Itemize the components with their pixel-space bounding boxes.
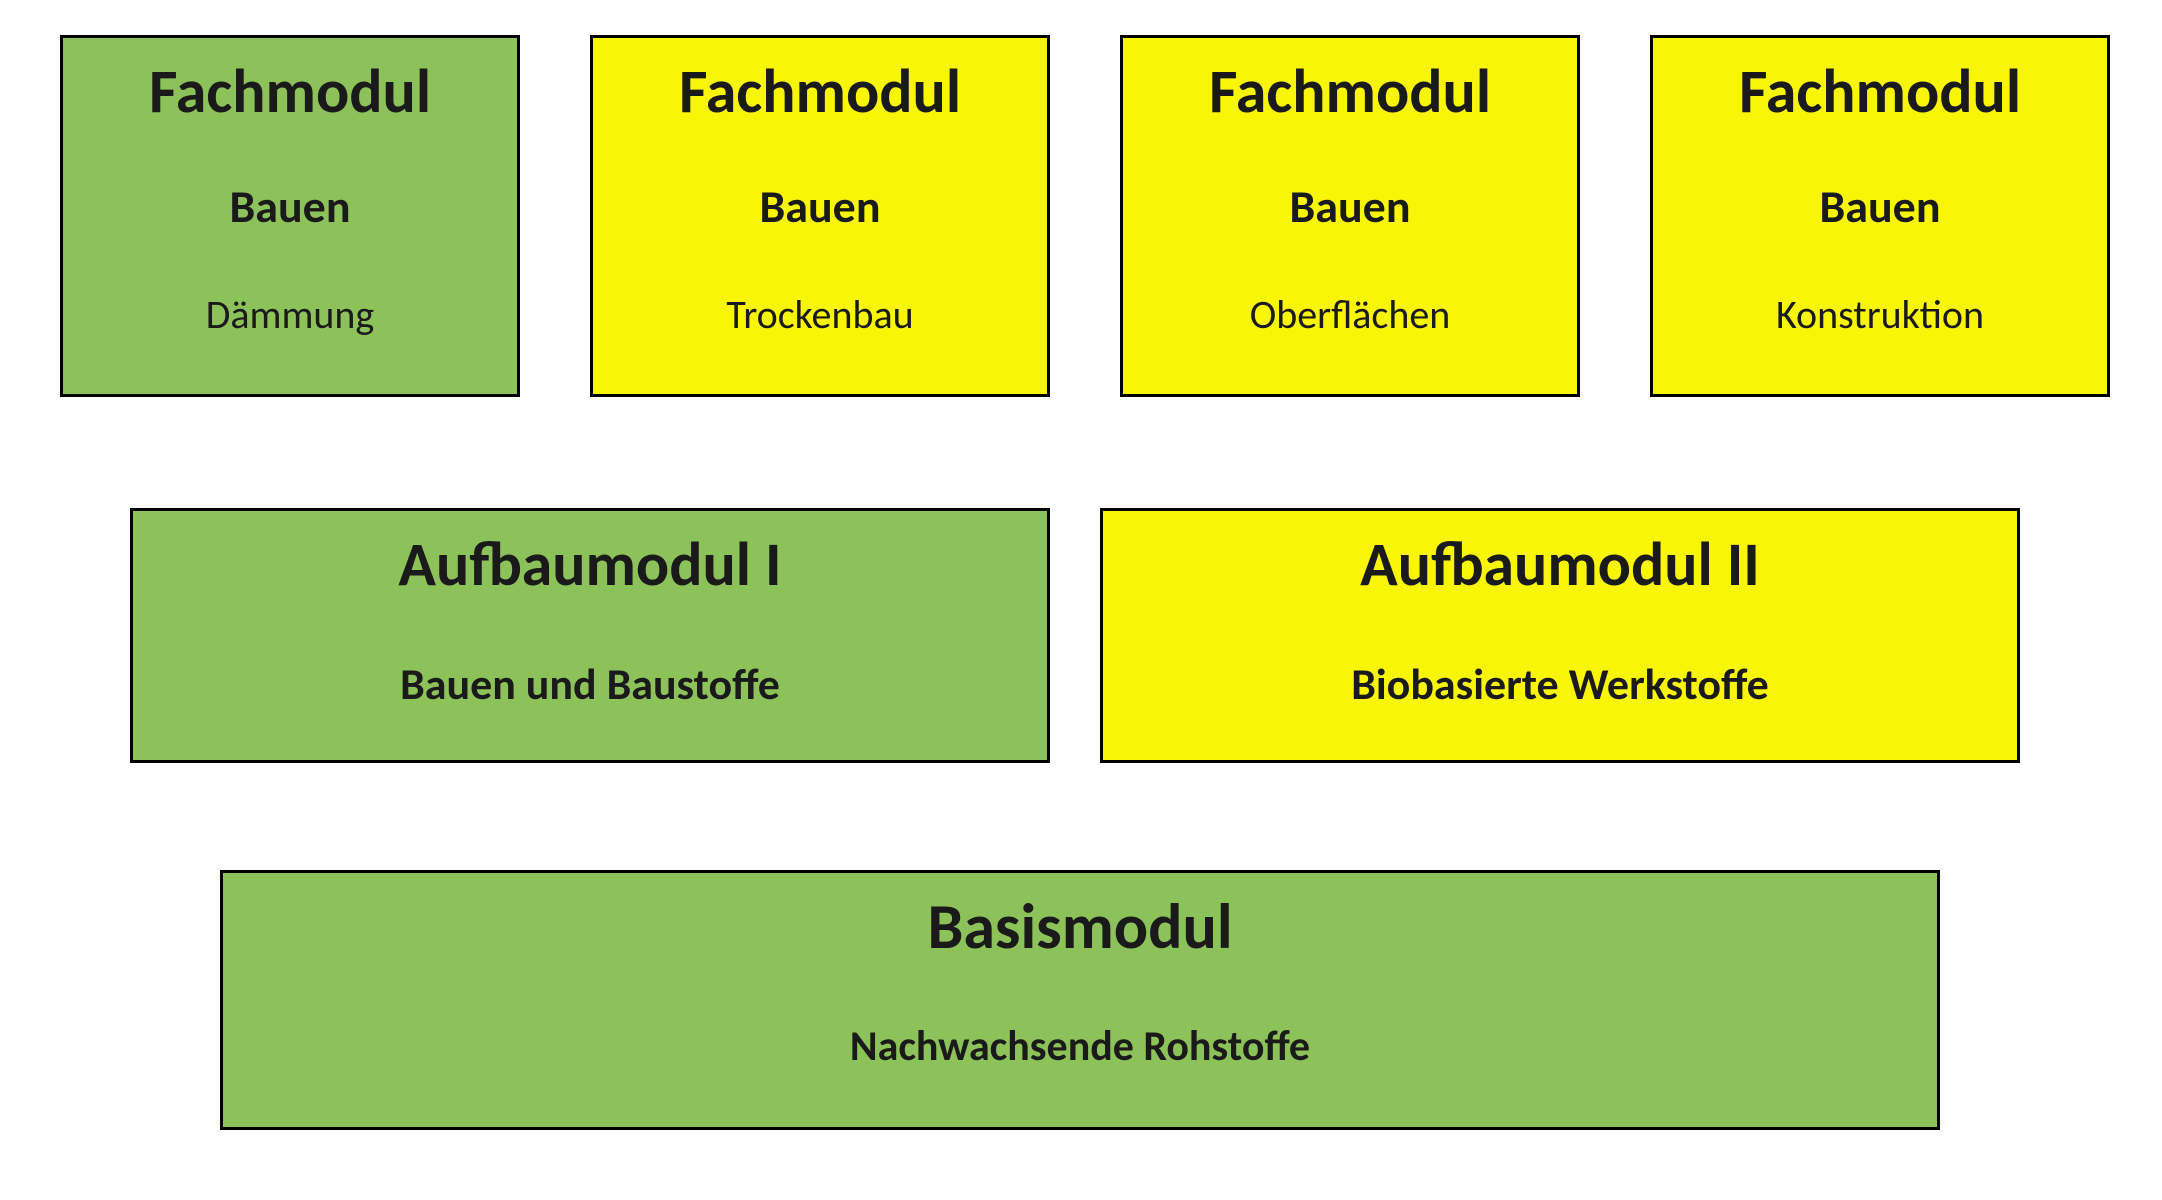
- fachmodul-subtitle: Bauen: [1289, 179, 1410, 235]
- aufbaumodul-subtitle: Bauen und Baustoffe: [400, 657, 780, 711]
- fachmodul-detail: Trockenbau: [726, 290, 913, 339]
- fachmodul-konstruktion: Fachmodul Bauen Konstruktion: [1650, 35, 2110, 397]
- basismodul-title: Basismodul: [927, 888, 1232, 966]
- basismodul-subtitle: Nachwachsende Rohstoffe: [850, 1021, 1310, 1072]
- fachmodul-trockenbau: Fachmodul Bauen Trockenbau: [590, 35, 1050, 397]
- fachmodul-title: Fachmodul: [1209, 53, 1491, 129]
- fachmodul-subtitle: Bauen: [1819, 179, 1940, 235]
- fachmodul-subtitle: Bauen: [759, 179, 880, 235]
- fachmodul-daemmung: Fachmodul Bauen Dämmung: [60, 35, 520, 397]
- basismodul: Basismodul Nachwachsende Rohstoffe: [220, 870, 1940, 1130]
- aufbaumodul-1: Aufbaumodul I Bauen und Baustoffe: [130, 508, 1050, 763]
- fachmodul-detail: Oberflächen: [1250, 290, 1451, 339]
- fachmodul-title: Fachmodul: [679, 53, 961, 129]
- fachmodul-oberflaechen: Fachmodul Bauen Oberflächen: [1120, 35, 1580, 397]
- aufbaumodul-2: Aufbaumodul II Biobasierte Werkstoffe: [1100, 508, 2020, 763]
- fachmodul-title: Fachmodul: [1739, 53, 2021, 129]
- aufbaumodul-subtitle: Biobasierte Werkstoffe: [1351, 657, 1769, 711]
- fachmodul-subtitle: Bauen: [229, 179, 350, 235]
- aufbaumodul-title: Aufbaumodul I: [398, 526, 781, 602]
- aufbaumodul-title: Aufbaumodul II: [1360, 526, 1760, 602]
- fachmodul-title: Fachmodul: [149, 53, 431, 129]
- fachmodul-detail: Konstruktion: [1776, 290, 1984, 339]
- fachmodul-detail: Dämmung: [206, 290, 375, 339]
